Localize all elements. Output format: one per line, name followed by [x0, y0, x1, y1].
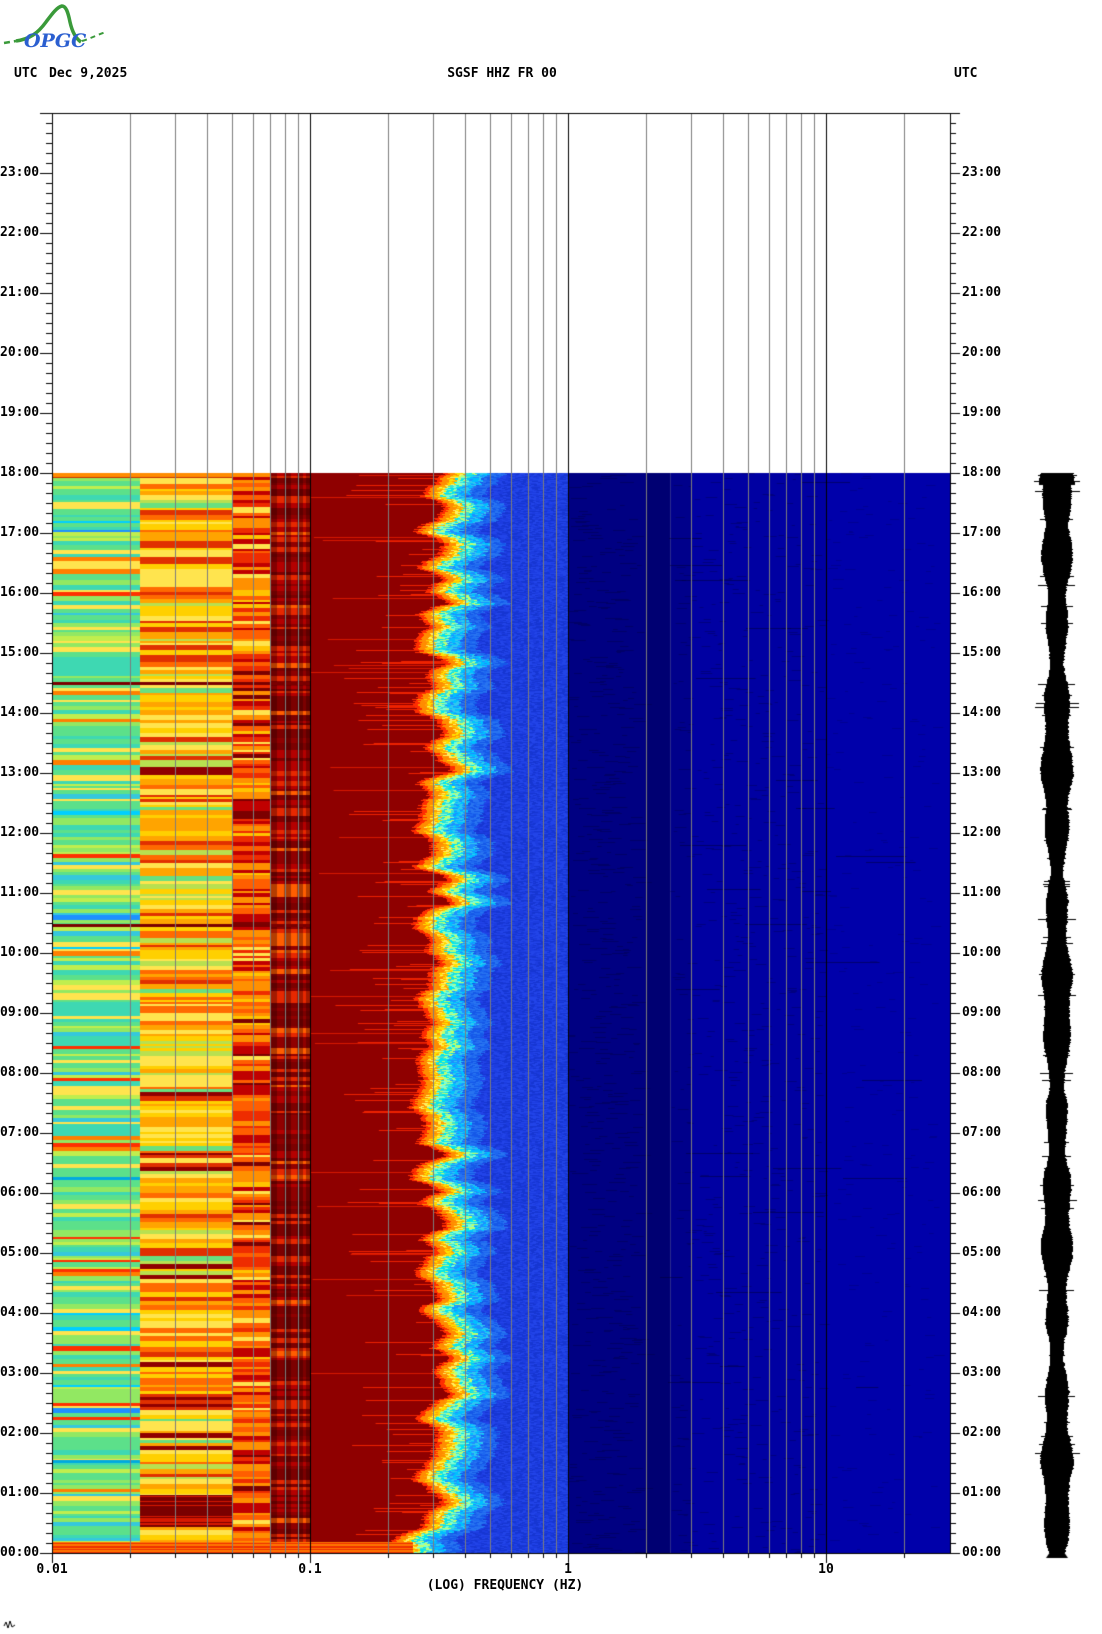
logo-text: OPGC — [24, 30, 86, 52]
y-axis-label-left: 12:00 — [0, 825, 40, 840]
y-axis-label-right: 14:00 — [962, 705, 1002, 720]
y-axis-label-left: 04:00 — [0, 1305, 40, 1320]
x-axis-tick-label: 1 — [564, 1562, 572, 1577]
y-axis-label-left: 01:00 — [0, 1485, 40, 1500]
logo-right-dash — [81, 31, 107, 42]
y-axis-label-left: 09:00 — [0, 1005, 40, 1020]
plot-title: SGSF HHZ FR 00 — [447, 66, 557, 81]
y-axis-label-left: 06:00 — [0, 1185, 40, 1200]
y-axis-label-right: 02:00 — [962, 1425, 1002, 1440]
y-axis-label-left: 15:00 — [0, 645, 40, 660]
y-axis-label-left: 00:00 — [0, 1545, 40, 1560]
y-axis-label-right: 18:00 — [962, 465, 1002, 480]
y-axis-label-left: 17:00 — [0, 525, 40, 540]
y-axis-label-left: 13:00 — [0, 765, 40, 780]
y-axis-label-right: 23:00 — [962, 165, 1002, 180]
y-axis-label-right: 00:00 — [962, 1545, 1002, 1560]
y-axis-label-left: 19:00 — [0, 405, 40, 420]
header-utc-right: UTC — [954, 66, 978, 81]
header-date: Dec 9,2025 — [49, 66, 128, 81]
x-axis-title: (LOG) FREQUENCY (HZ) — [426, 1578, 584, 1593]
y-axis-label-left: 11:00 — [0, 885, 40, 900]
y-axis-label-right: 09:00 — [962, 1005, 1002, 1020]
y-axis-label-right: 13:00 — [962, 765, 1002, 780]
x-axis-tick-label: 0.1 — [298, 1562, 322, 1577]
y-axis-label-right: 01:00 — [962, 1485, 1002, 1500]
y-axis-label-right: 06:00 — [962, 1185, 1002, 1200]
y-axis-label-right: 03:00 — [962, 1365, 1002, 1380]
y-axis-label-left: 22:00 — [0, 225, 40, 240]
y-axis-label-right: 17:00 — [962, 525, 1002, 540]
y-axis-label-left: 23:00 — [0, 165, 40, 180]
y-axis-label-right: 12:00 — [962, 825, 1002, 840]
y-axis-label-right: 22:00 — [962, 225, 1002, 240]
y-axis-label-left: 18:00 — [0, 465, 40, 480]
y-axis-label-left: 08:00 — [0, 1065, 40, 1080]
y-axis-label-left: 21:00 — [0, 285, 40, 300]
y-axis-label-left: 20:00 — [0, 345, 40, 360]
y-axis-label-left: 03:00 — [0, 1365, 40, 1380]
y-axis-label-right: 04:00 — [962, 1305, 1002, 1320]
y-axis-label-right: 19:00 — [962, 405, 1002, 420]
logo-left-dash — [3, 39, 17, 45]
y-axis-label-right: 05:00 — [962, 1245, 1002, 1260]
header-utc-left: UTC — [14, 66, 38, 81]
y-axis-label-right: 07:00 — [962, 1125, 1002, 1140]
y-axis-label-left: 14:00 — [0, 705, 40, 720]
logo-volcano-curve — [15, 4, 83, 44]
y-axis-label-right: 21:00 — [962, 285, 1002, 300]
y-axis-label-right: 20:00 — [962, 345, 1002, 360]
x-axis-tick-label: 10 — [818, 1562, 834, 1577]
y-axis-label-right: 11:00 — [962, 885, 1002, 900]
y-axis-label-right: 10:00 — [962, 945, 1002, 960]
y-axis-label-left: 02:00 — [0, 1425, 40, 1440]
y-axis-label-left: 16:00 — [0, 585, 40, 600]
y-axis-label-left: 05:00 — [0, 1245, 40, 1260]
y-axis-label-right: 08:00 — [962, 1065, 1002, 1080]
y-axis-label-right: 16:00 — [962, 585, 1002, 600]
x-axis-tick-label: 0.01 — [36, 1562, 68, 1577]
y-axis-label-left: 07:00 — [0, 1125, 40, 1140]
opgc-logo: OPGC — [3, 4, 107, 52]
y-axis-label-right: 15:00 — [962, 645, 1002, 660]
y-axis-label-left: 10:00 — [0, 945, 40, 960]
